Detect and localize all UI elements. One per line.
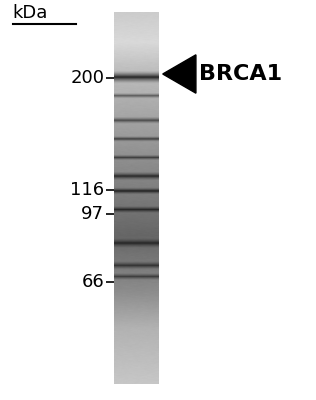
Text: 97: 97	[81, 205, 104, 223]
Text: kDa: kDa	[13, 4, 48, 22]
Text: 200: 200	[70, 69, 104, 87]
Text: 66: 66	[82, 273, 104, 291]
Polygon shape	[163, 55, 196, 93]
Text: 116: 116	[70, 181, 104, 199]
Text: BRCA1: BRCA1	[199, 64, 282, 84]
